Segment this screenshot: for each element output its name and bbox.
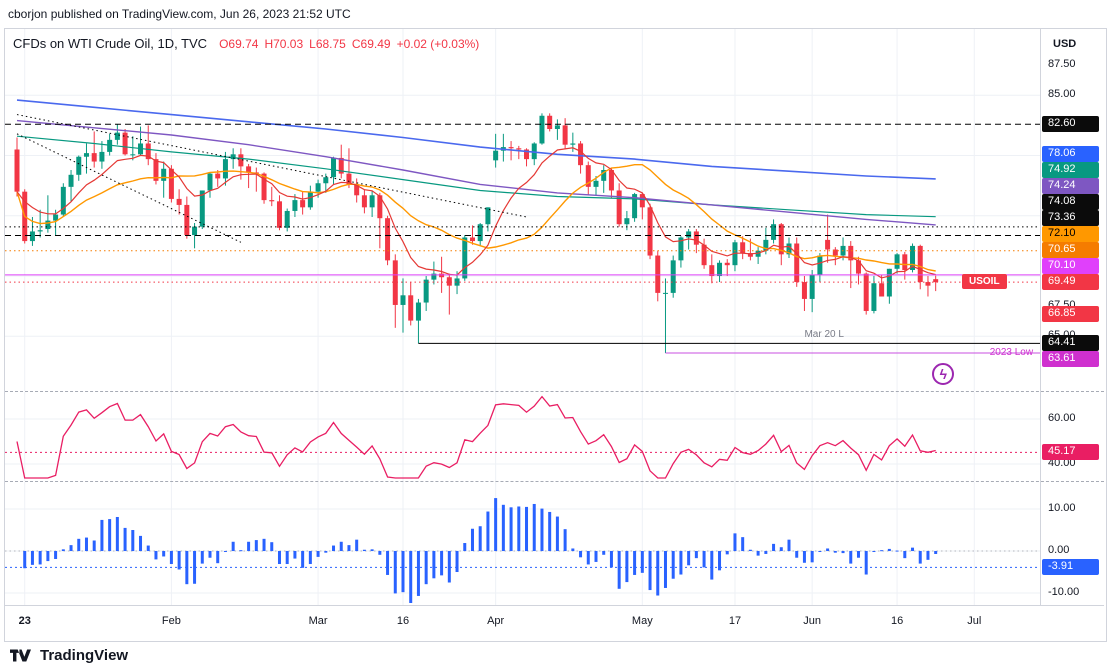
time-tick-label: Apr (487, 615, 505, 627)
time-tick-label: May (631, 615, 653, 627)
price-badge: 70.65 (1042, 242, 1099, 259)
ohlc-values: O69.74 H70.03 L68.75 C69.49 +0.02 (+0.03%) (219, 35, 485, 53)
close-value: C69.49 (351, 37, 391, 51)
drawing-label: 2023 Low (989, 347, 1034, 359)
price-badge: 70.10 (1042, 258, 1099, 275)
panel-separator[interactable] (5, 391, 1104, 392)
axis-tick: 87.50 (1048, 58, 1076, 71)
ma-orange (16, 164, 936, 272)
axis-tick: 85.00 (1048, 88, 1076, 101)
time-tick-label: Jul (967, 615, 982, 627)
time-tick-label: Feb (161, 615, 181, 627)
currency-label: USD (1053, 38, 1077, 50)
ma-green (16, 135, 936, 218)
momentum-bars (23, 498, 938, 603)
tradingview-logo-text: TradingView (40, 647, 129, 664)
price-badge: 74.08 (1042, 194, 1099, 211)
price-badge: 63.61 (1042, 351, 1099, 368)
price-panel[interactable] (5, 29, 1040, 391)
published-caption: cborjon published on TradingView.com, Ju… (8, 7, 351, 21)
price-badge: 78.06 (1042, 146, 1099, 163)
idea-marker[interactable]: ϟ (932, 362, 955, 385)
momentum-panel[interactable] (5, 482, 1040, 605)
ma-purple (16, 119, 936, 226)
time-tick-label: 16 (396, 615, 410, 627)
open-value: O69.74 (219, 37, 259, 51)
price-badge: 73.36 (1042, 210, 1099, 227)
trendline (16, 114, 527, 218)
price-badge: 74.24 (1042, 178, 1099, 195)
change-value: +0.02 (+0.03%) (396, 37, 480, 51)
high-value: H70.03 (264, 37, 304, 51)
tradingview-logo-icon (10, 649, 31, 662)
rsi-line (16, 395, 936, 479)
symbol-legend: CFDs on WTI Crude Oil, 1D, TVC O69.74 H70… (13, 35, 485, 53)
symbol-title: CFDs on WTI Crude Oil, 1D, TVC (13, 36, 208, 51)
time-tick-label: Jun (803, 615, 822, 627)
price-badge: -3.91 (1042, 559, 1099, 576)
axis-tick: 60.00 (1048, 412, 1076, 424)
tradingview-logo[interactable]: TradingView (10, 646, 128, 665)
time-scale[interactable]: 23 Feb Mar 16 Apr May 17 Jun 16 Jul (5, 606, 1040, 640)
ma-blue (16, 99, 936, 180)
axis-tick: -10.00 (1048, 586, 1080, 598)
low-value: L68.75 (309, 37, 346, 51)
price-badge: 45.17 (1042, 444, 1099, 461)
rsi-panel[interactable] (5, 392, 1040, 481)
time-tick-label: Mar (308, 615, 328, 627)
price-axis-border (1040, 29, 1041, 605)
trendline (16, 133, 242, 243)
price-badge: 74.92 (1042, 162, 1099, 179)
lightning-icon: ϟ (939, 365, 948, 382)
symbol-price-tag: USOIL (962, 274, 1007, 290)
time-tick-label: 16 (890, 615, 904, 627)
price-scale[interactable]: 87.5085.0067.5065.0060.0040.0010.000.00-… (1041, 29, 1104, 605)
time-axis-border (5, 605, 1104, 606)
axis-tick: 10.00 (1048, 502, 1076, 514)
drawing-label: Mar 20 L (804, 329, 844, 341)
price-badge: 82.60 (1042, 116, 1099, 133)
axis-tick: 0.00 (1048, 544, 1070, 556)
price-badge: 69.49 (1042, 274, 1099, 291)
ma-red (16, 147, 936, 279)
price-badge: 66.85 (1042, 305, 1099, 322)
time-tick-label: 17 (728, 615, 742, 627)
price-badge: 64.41 (1042, 335, 1099, 352)
price-badge: 72.10 (1042, 226, 1099, 243)
chart-frame: 87.5085.0067.5065.0060.0040.0010.000.00-… (4, 28, 1107, 642)
panel-separator[interactable] (5, 481, 1104, 482)
time-tick-label: 23 (18, 615, 31, 627)
